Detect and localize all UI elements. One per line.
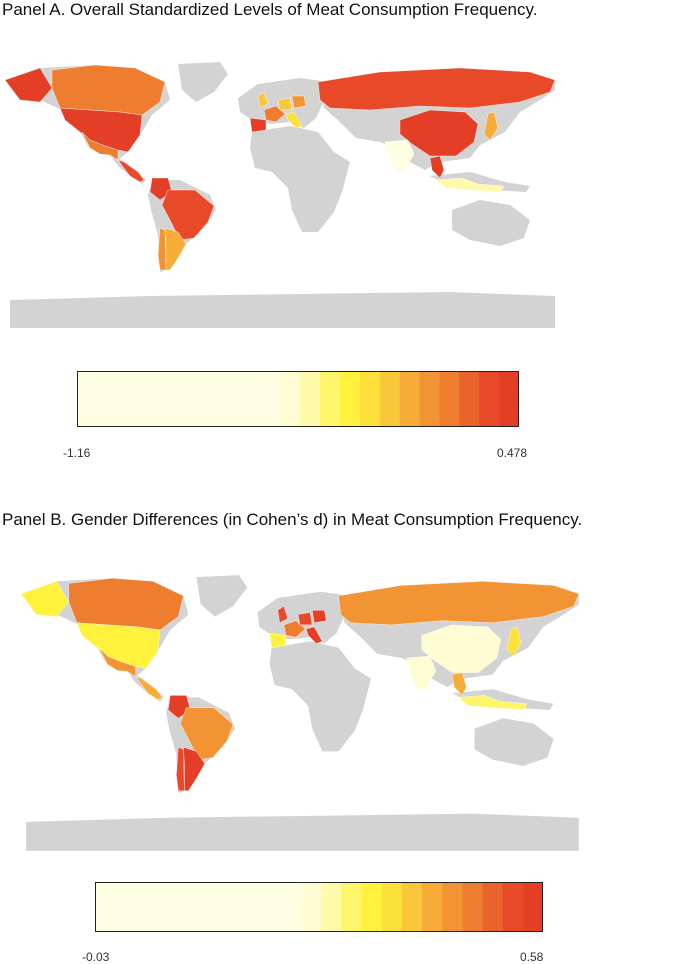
panel-b-land-se-islands xyxy=(452,689,554,710)
panel-b-country-italy xyxy=(305,626,323,644)
panel-a-legend-swatch xyxy=(419,371,440,427)
panel-b-country-argentina xyxy=(183,746,205,792)
panel-a-land-africa xyxy=(250,126,350,232)
panel-b-country-japan xyxy=(506,626,522,657)
panel-b-legend-swatch xyxy=(361,882,383,932)
panel-a-legend-swatch xyxy=(379,371,401,427)
panel-b-country-chile xyxy=(176,746,185,792)
panel-b-legend-swatch xyxy=(95,882,302,932)
panel-b-title: Panel B. Gender Differences (in Cohen’s … xyxy=(2,510,583,529)
panel-a-country-alaska xyxy=(4,67,53,103)
panel-a-legend-swatch xyxy=(280,371,301,427)
panel-a-country-chile xyxy=(157,227,167,271)
panel-b-legend-frame xyxy=(95,882,543,932)
panel-a-country-japan xyxy=(483,111,499,141)
panel-a-legend-swatch xyxy=(340,371,361,427)
panel-a-legend-swatch xyxy=(300,371,321,427)
panel-b-country-china xyxy=(421,624,502,673)
panel-b-country-central-america xyxy=(135,676,163,700)
panel-a-legend-swatch xyxy=(320,371,341,427)
panel-a-country-france xyxy=(263,105,286,123)
panel-b-country-united-states xyxy=(76,622,161,669)
panel-b-country-france xyxy=(283,620,306,638)
panel-a-country-central-america xyxy=(117,159,145,183)
panel-a-legend-swatch xyxy=(399,371,421,427)
panel-a-country-thailand xyxy=(429,155,445,179)
panel-a-country-russia xyxy=(317,67,556,111)
panel-b-legend-max-label: 0.58 xyxy=(520,950,544,964)
panel-a-country-italy xyxy=(285,111,303,129)
panel-a-legend-swatch xyxy=(359,371,381,427)
panel-a-legend-swatch xyxy=(77,371,281,427)
panel-b-legend-swatch xyxy=(381,882,403,932)
panel-b-legend-swatch xyxy=(462,882,484,932)
panel-b-country-indonesia xyxy=(457,695,528,711)
panel-b-country-alaska xyxy=(20,581,69,617)
panel-b-country-thailand xyxy=(451,672,467,696)
panel-b-legend-swatch xyxy=(341,882,363,932)
panel-b-country-india xyxy=(406,655,437,690)
panel-a-land-greenland xyxy=(178,62,228,102)
panel-b-legend-min-label: -0.03 xyxy=(82,950,110,964)
panel-b-land-greenland xyxy=(196,575,248,617)
panel-a-country-spain xyxy=(249,117,267,133)
panel-b-country-russia xyxy=(338,581,580,626)
panel-b-country-germany xyxy=(297,612,313,626)
panel-a-land-antarctica xyxy=(10,292,555,328)
panel-a-legend-swatch xyxy=(499,371,519,427)
panel-a-country-canada xyxy=(51,64,166,116)
panel-a-country-india xyxy=(384,139,415,173)
panel-b-world-map xyxy=(20,575,580,851)
panel-b-land-australia xyxy=(474,718,554,766)
panel-b-country-poland xyxy=(311,610,327,624)
panel-a-world-map xyxy=(4,62,556,328)
panel-b-legend-swatch xyxy=(401,882,423,932)
panel-b-land-africa xyxy=(269,641,371,752)
panel-a-land-australia xyxy=(452,200,530,246)
panel-a-land-se-islands xyxy=(430,172,530,192)
panel-b-land-antarctica xyxy=(26,813,579,851)
panel-a-country-argentina xyxy=(164,227,187,271)
panel-a-legend-swatch xyxy=(459,371,480,427)
panel-a-country-united-kingdom xyxy=(257,91,269,109)
panel-a-country-poland xyxy=(291,95,307,109)
panel-b-legend-swatch xyxy=(422,882,443,932)
panel-b-legend-swatch xyxy=(522,882,543,932)
panel-a-legend-frame xyxy=(77,371,519,427)
panel-a-country-germany xyxy=(277,97,293,111)
panel-a-legend-swatch xyxy=(479,371,500,427)
panel-a-country-indonesia xyxy=(435,177,505,193)
panel-b-legend-swatch xyxy=(502,882,524,932)
panel-b-legend-swatch xyxy=(321,882,342,932)
panel-a-color-legend xyxy=(77,371,519,427)
panel-a-country-china xyxy=(399,109,479,157)
panel-b-country-canada xyxy=(68,577,184,631)
panel-a-legend-max-label: 0.478 xyxy=(497,446,528,460)
panel-b-country-spain xyxy=(269,632,286,648)
panel-b-legend-swatch xyxy=(301,882,322,932)
panel-a-legend-swatch xyxy=(439,371,460,427)
panel-b-legend-swatch xyxy=(442,882,463,932)
panel-b-country-brazil xyxy=(180,707,234,760)
panel-b-legend-swatch xyxy=(482,882,504,932)
panel-b-color-legend xyxy=(95,882,543,932)
panel-a-title: Panel A. Overall Standardized Levels of … xyxy=(2,0,538,19)
panel-a-legend-min-label: -1.16 xyxy=(63,446,91,460)
panel-b-country-united-kingdom xyxy=(277,605,289,624)
panel-a-country-united-states xyxy=(59,107,143,153)
panel-a-country-brazil xyxy=(161,189,215,241)
